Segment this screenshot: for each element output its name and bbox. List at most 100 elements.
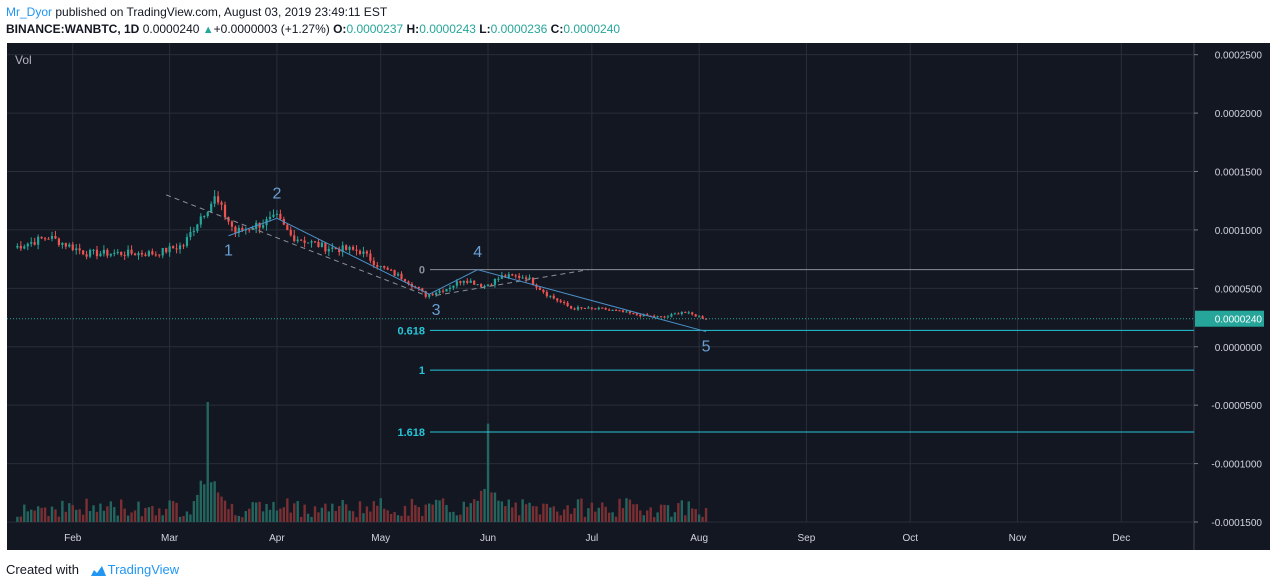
volume-bar <box>99 503 102 522</box>
volume-bar <box>552 506 555 522</box>
candle-body <box>386 267 389 270</box>
volume-bar <box>61 500 64 522</box>
volume-bar <box>673 512 677 522</box>
volume-bar <box>209 482 213 522</box>
x-tick-label: Sep <box>798 533 816 544</box>
candle-body <box>362 251 365 254</box>
volume-bar <box>296 501 299 522</box>
candle-body <box>666 316 670 318</box>
candle-body <box>455 281 458 286</box>
volume-bar <box>113 507 116 522</box>
candle-body <box>441 290 445 292</box>
volume-bar <box>459 514 462 522</box>
candle-body <box>64 242 67 247</box>
fib-level-label: 0.618 <box>397 325 425 337</box>
volume-bar <box>123 508 126 522</box>
candle-body <box>306 242 310 244</box>
candle-body <box>431 294 434 296</box>
volume-bar <box>441 498 445 522</box>
y-tick-label: 0.0001500 <box>1215 168 1263 179</box>
volume-bar <box>535 506 538 522</box>
candle-body <box>459 281 462 283</box>
volume-bar <box>362 513 365 522</box>
candle-body <box>445 289 448 292</box>
candle-body <box>642 314 645 317</box>
volume-bar <box>677 503 680 522</box>
volume-bar <box>81 514 85 522</box>
volume-bar <box>389 514 393 522</box>
volume-bar <box>490 492 493 522</box>
candle-body <box>168 246 171 253</box>
candle-body <box>542 289 545 293</box>
candle-body <box>261 225 265 228</box>
volume-bar <box>604 506 607 522</box>
volume-pane-label: Vol <box>15 53 32 67</box>
candle-body <box>407 281 410 284</box>
tradingview-brand-link[interactable]: TradingView <box>107 562 180 577</box>
candle-body <box>16 245 19 248</box>
candle-body <box>673 313 677 315</box>
candle-body <box>165 247 168 253</box>
volume-bar <box>621 508 625 522</box>
volume-bar <box>192 501 196 522</box>
candle-body <box>289 230 292 236</box>
candle-body <box>611 309 614 311</box>
volume-bar <box>694 509 697 522</box>
candle-body <box>500 275 503 279</box>
volume-bar <box>493 492 497 522</box>
candle-body <box>625 311 628 313</box>
wave-label: 4 <box>473 244 482 261</box>
candle-body <box>608 309 611 311</box>
candle-body <box>656 316 659 318</box>
volume-bar <box>164 508 168 522</box>
candle-body <box>223 204 227 218</box>
candle-body <box>417 286 420 289</box>
volume-bar <box>659 504 663 522</box>
candle-body <box>597 307 600 310</box>
candle-body <box>37 236 40 245</box>
dashed-trendline <box>166 194 426 296</box>
candle-body <box>646 314 649 316</box>
candle-body <box>182 245 185 247</box>
candle-body <box>175 248 178 250</box>
candle-body <box>628 311 632 314</box>
volume-bar <box>144 507 147 522</box>
volume-bar <box>594 511 597 522</box>
volume-bar <box>279 508 282 522</box>
volume-bar <box>171 501 175 522</box>
candle-body <box>293 235 296 242</box>
candle-body <box>365 251 369 254</box>
volume-bar <box>161 515 164 522</box>
candle-body <box>369 253 372 261</box>
candle-body <box>40 236 43 239</box>
candle-body <box>324 242 327 252</box>
volume-bar <box>241 517 244 522</box>
volume-bar <box>334 510 337 522</box>
candle-body <box>653 315 656 317</box>
volume-bar <box>19 516 23 522</box>
x-tick-label: Dec <box>1112 533 1130 544</box>
volume-bar <box>206 402 209 522</box>
volume-bar <box>559 515 562 522</box>
volume-bar <box>189 514 192 522</box>
volume-bar <box>92 505 95 522</box>
candle-body <box>54 235 57 239</box>
candle-body <box>75 248 78 251</box>
candle-body <box>50 235 54 239</box>
volume-bar <box>365 506 369 522</box>
volume-bar <box>566 505 569 522</box>
volume-bar <box>320 507 324 522</box>
volume-bar <box>663 504 666 522</box>
candle-body <box>549 295 552 297</box>
tradingview-cloud-icon <box>90 566 106 576</box>
candle-body <box>92 249 95 251</box>
author-link[interactable]: Mr_Dyor <box>6 5 53 19</box>
volume-bar <box>358 501 362 522</box>
y-tick-label: 0.0002000 <box>1215 109 1263 120</box>
volume-bar <box>396 515 400 522</box>
candle-body <box>569 306 573 309</box>
candle-body <box>154 254 157 256</box>
volume-bar <box>106 506 109 522</box>
volume-bar <box>500 501 504 522</box>
